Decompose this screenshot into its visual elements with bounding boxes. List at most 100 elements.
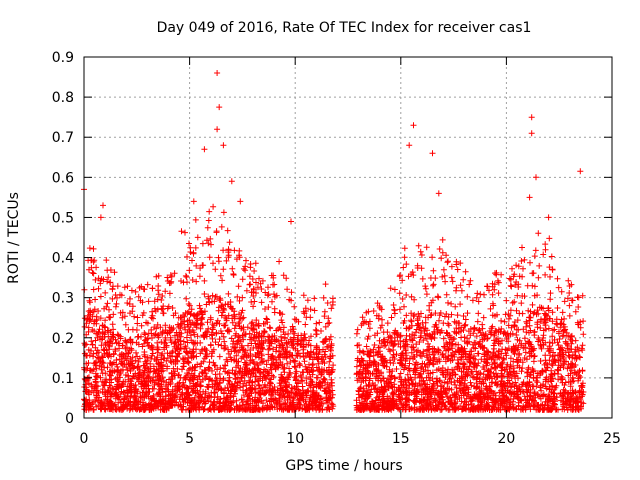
data-point — [512, 379, 519, 386]
data-point — [387, 376, 393, 383]
data-point — [419, 319, 426, 326]
data-point — [248, 340, 255, 347]
data-point — [299, 383, 306, 390]
data-point — [561, 315, 568, 322]
data-point — [422, 283, 429, 290]
data-point — [425, 394, 432, 401]
data-point — [390, 302, 397, 308]
data-point — [125, 372, 132, 379]
data-point — [457, 260, 464, 267]
data-point — [145, 298, 152, 305]
data-point — [554, 305, 561, 311]
data-point — [173, 329, 180, 336]
data-point — [443, 252, 450, 259]
data-point — [191, 340, 197, 347]
data-point — [88, 338, 95, 345]
data-point — [561, 298, 568, 305]
data-point — [89, 341, 96, 348]
data-point — [533, 377, 540, 384]
data-point — [250, 335, 257, 342]
data-point — [268, 392, 275, 399]
data-point — [192, 216, 199, 223]
data-point — [363, 343, 370, 350]
data-point — [531, 283, 538, 290]
data-point — [370, 308, 377, 314]
data-point — [430, 281, 437, 288]
data-point — [354, 342, 361, 349]
data-point — [133, 327, 140, 333]
data-point — [447, 357, 454, 364]
data-point — [92, 337, 99, 344]
data-point — [135, 358, 142, 365]
data-point — [518, 368, 525, 375]
data-point — [526, 194, 533, 201]
data-point — [220, 266, 227, 273]
data-point — [246, 330, 253, 337]
data-point — [491, 340, 498, 347]
data-point — [196, 310, 202, 317]
data-point — [92, 398, 99, 405]
data-point — [111, 269, 118, 276]
data-point — [548, 367, 555, 374]
data-point — [322, 323, 329, 330]
data-point — [199, 314, 206, 321]
data-point — [304, 297, 311, 304]
data-point — [549, 318, 556, 325]
data-point — [426, 307, 433, 314]
data-point — [553, 394, 560, 400]
data-point — [89, 269, 96, 276]
data-point — [206, 359, 213, 366]
data-point — [90, 245, 97, 252]
data-point — [126, 399, 132, 406]
data-point — [521, 355, 528, 361]
data-point — [292, 370, 299, 377]
data-point — [494, 277, 501, 284]
data-point — [212, 293, 219, 300]
data-point — [128, 287, 135, 294]
data-point — [225, 290, 232, 297]
data-point — [294, 340, 301, 347]
data-point — [501, 356, 507, 363]
data-point — [528, 346, 535, 353]
data-point — [559, 333, 566, 340]
data-point — [387, 348, 394, 355]
data-point — [491, 405, 498, 412]
data-point — [155, 291, 162, 298]
data-point — [141, 349, 148, 355]
data-points — [81, 70, 587, 413]
data-point — [239, 396, 245, 403]
data-point — [435, 401, 442, 408]
data-point — [205, 376, 212, 383]
data-point — [195, 405, 202, 411]
data-point — [515, 375, 521, 382]
data-point — [271, 291, 277, 298]
data-point — [411, 354, 418, 360]
data-point — [406, 355, 413, 362]
data-point — [387, 285, 394, 292]
data-point — [97, 214, 104, 221]
data-point — [301, 358, 308, 365]
data-point — [112, 303, 119, 310]
data-point — [194, 333, 201, 340]
data-point — [257, 359, 264, 366]
data-point — [112, 292, 119, 298]
data-point — [266, 334, 273, 341]
data-point — [466, 281, 473, 288]
data-point — [404, 389, 411, 396]
data-point — [313, 320, 320, 327]
data-point — [95, 308, 102, 314]
data-point — [549, 340, 556, 347]
data-point — [499, 337, 505, 344]
data-point — [307, 314, 314, 321]
data-point — [258, 355, 265, 362]
data-point — [293, 352, 300, 359]
data-point — [531, 403, 538, 410]
data-point — [168, 273, 175, 280]
data-point — [322, 281, 329, 288]
data-point — [253, 333, 260, 340]
data-point — [371, 342, 378, 348]
data-point — [220, 247, 227, 254]
data-point — [265, 333, 272, 340]
data-point — [104, 278, 111, 285]
data-point — [527, 259, 533, 266]
